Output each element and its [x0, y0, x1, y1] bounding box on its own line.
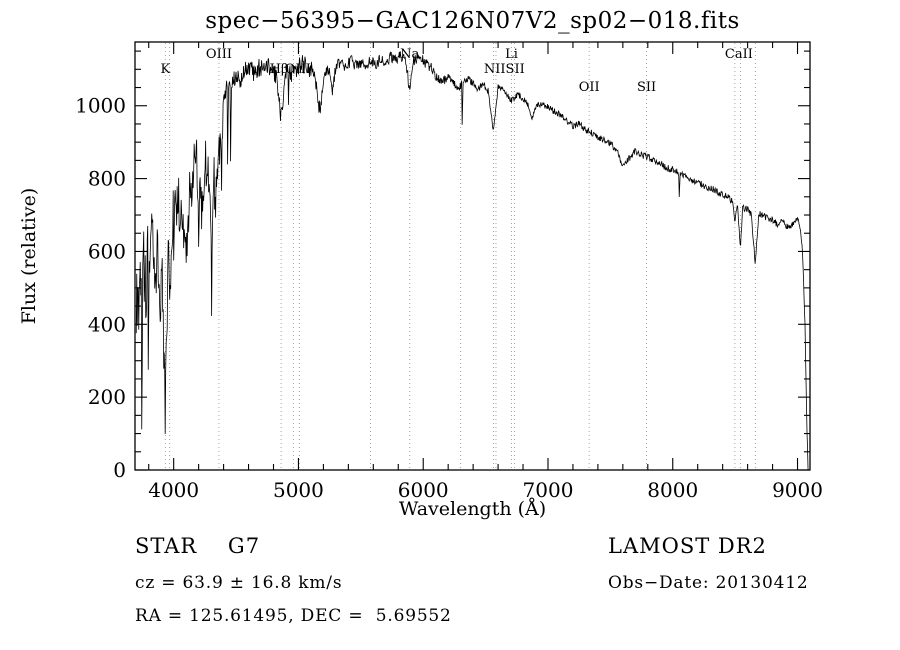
svg-text:5000: 5000 [273, 478, 324, 502]
svg-text:600: 600 [88, 239, 126, 263]
classification-label: STAR G7 [135, 534, 261, 558]
svg-text:K: K [160, 62, 170, 77]
svg-text:8000: 8000 [647, 478, 698, 502]
svg-text:CaII: CaII [725, 47, 753, 62]
svg-text:OII: OII [579, 80, 600, 95]
svg-text:200: 200 [88, 385, 126, 409]
plot-title: spec−56395−GAC126N07V2_sp02−018.fits [205, 8, 740, 34]
cz-value: cz = 63.9 ± 16.8 km/s [135, 573, 343, 593]
svg-text:6000: 6000 [398, 478, 449, 502]
svg-text:9000: 9000 [772, 478, 823, 502]
svg-text:NIISII: NIISII [484, 62, 525, 77]
svg-text:Li: Li [505, 47, 518, 62]
obs-date: Obs−Date: 20130412 [608, 573, 809, 593]
survey-label: LAMOST DR2 [608, 534, 767, 558]
y-axis-title: Flux (relative) [18, 187, 40, 325]
svg-text:0: 0 [113, 458, 126, 482]
x-axis-title: Wavelength (Å) [398, 498, 547, 520]
svg-text:4000: 4000 [148, 478, 199, 502]
svg-text:1000: 1000 [75, 94, 126, 118]
svg-text:400: 400 [88, 312, 126, 336]
svg-text:OIII: OIII [206, 47, 232, 62]
svg-text:7000: 7000 [523, 478, 574, 502]
ra-dec-value: RA = 125.61495, DEC = 5.69552 [135, 606, 452, 626]
svg-text:800: 800 [88, 167, 126, 191]
svg-text:SII: SII [637, 80, 656, 95]
